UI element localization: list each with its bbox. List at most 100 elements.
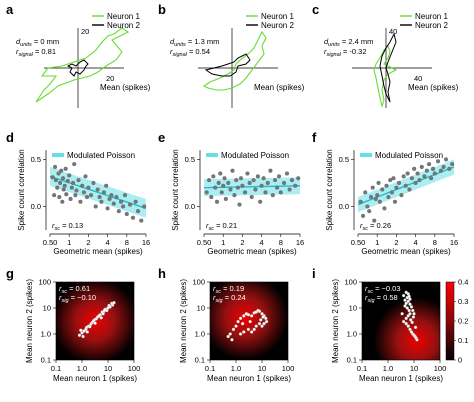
data-point <box>242 190 248 195</box>
x-axis-label: Geometric mean (spikes) <box>207 247 297 256</box>
y-tick-label: 0.1 <box>347 356 357 365</box>
x-tick-label: 1.0 <box>383 364 393 373</box>
y-tick-label: 1.0 <box>347 330 357 339</box>
data-point <box>255 174 260 179</box>
data-point <box>426 162 432 167</box>
data-point <box>61 187 66 192</box>
panel-letter-a: a <box>6 2 14 17</box>
x-axis-label: Mean (spikes) <box>100 83 151 92</box>
stimulus-point <box>257 322 262 326</box>
data-point <box>422 174 427 179</box>
stimulus-point <box>412 312 416 316</box>
data-point <box>81 190 86 195</box>
data-point <box>68 196 73 201</box>
panel-letter-d: d <box>6 130 14 145</box>
data-point <box>88 193 94 198</box>
x-tick-label: 10 <box>258 364 266 373</box>
stimulus-point <box>236 319 240 324</box>
stimulus-point <box>257 309 262 313</box>
colorbar-tick-label: 0.3 <box>458 297 468 306</box>
data-point <box>401 174 406 179</box>
data-point <box>69 185 74 190</box>
data-point <box>443 157 449 162</box>
data-point <box>72 162 77 167</box>
x-tick-label: 1.0 <box>77 364 87 373</box>
stat-r-sc: rsc = 0.21 <box>206 221 237 232</box>
stimulus-point <box>234 324 238 328</box>
data-point <box>386 195 391 200</box>
neuron2-tuning-curve <box>204 53 251 77</box>
data-point <box>361 213 366 218</box>
data-point <box>222 176 227 181</box>
stimulus-point <box>408 302 412 306</box>
stimulus-point <box>259 318 263 322</box>
legend-label-neuron1: Neuron 1 <box>261 12 294 21</box>
y-axis-tick-label: 20 <box>81 27 89 36</box>
data-point <box>97 195 102 200</box>
y-tick-label: 0.0 <box>31 202 41 211</box>
x-tick-label: 10 <box>104 364 112 373</box>
data-point <box>419 164 424 169</box>
stimulus-point <box>405 306 409 310</box>
stimulus-point <box>404 316 408 320</box>
data-point <box>380 187 385 192</box>
x-tick-label: 1.0 <box>231 364 241 373</box>
data-point <box>251 178 256 183</box>
x-tick-label: 0.1 <box>357 364 367 373</box>
stimulus-point <box>400 312 404 316</box>
data-point <box>438 168 444 173</box>
stimulus-point <box>260 312 264 316</box>
data-point <box>53 164 58 169</box>
data-point <box>64 192 69 197</box>
data-point <box>55 185 60 190</box>
stimulus-point <box>226 334 230 339</box>
stimulus-point <box>107 303 111 308</box>
data-point <box>111 201 116 206</box>
stimulus-point <box>80 331 84 335</box>
y-axis-label: Spike count correlation <box>17 149 26 230</box>
panel-letter-i: i <box>312 266 316 281</box>
data-point <box>63 166 68 171</box>
data-point <box>392 199 398 204</box>
data-point <box>249 195 254 200</box>
data-point <box>268 168 273 173</box>
x-tick-label: 1 <box>67 238 71 247</box>
stimulus-point <box>262 322 266 326</box>
stimulus-point <box>228 332 232 336</box>
data-point <box>287 187 292 192</box>
stimulus-point <box>260 324 264 328</box>
data-point <box>388 178 393 183</box>
y-tick-label: 0.5 <box>185 155 195 164</box>
stat-d-units: dunits = 2.4 mm <box>324 37 373 48</box>
y-tick-label: 10 <box>197 304 205 313</box>
stimulus-point <box>246 313 251 317</box>
data-point <box>124 211 129 217</box>
x-tick-label: 100 <box>282 364 295 373</box>
stimulus-point <box>248 319 252 324</box>
heatmap-frame <box>209 281 289 361</box>
y-tick-label: 0.0 <box>339 202 349 211</box>
data-point <box>109 193 114 198</box>
data-point <box>62 183 67 188</box>
panel-letter-b: b <box>158 2 166 17</box>
x-tick-label: 16 <box>142 238 150 247</box>
stimulus-point <box>406 314 410 318</box>
heatmap-frame <box>361 281 441 361</box>
data-point <box>415 171 420 176</box>
data-point <box>213 185 218 190</box>
data-point <box>237 202 242 207</box>
data-point <box>232 193 237 198</box>
data-point <box>53 178 59 183</box>
data-point <box>65 179 70 184</box>
stimulus-point <box>250 330 254 334</box>
colorbar-tick-label: 0.4 <box>458 278 468 287</box>
x-axis-tick-label: 20 <box>106 74 114 83</box>
y-tick-label: 0.1 <box>195 356 205 365</box>
data-point <box>240 183 245 188</box>
stimulus-point <box>403 304 407 308</box>
colorbar-tick-label: 0 <box>458 356 462 365</box>
stimulus-point <box>231 327 236 332</box>
model-fit-line <box>203 185 301 189</box>
stat-r-signal: rsignal = -0.32 <box>324 47 367 58</box>
